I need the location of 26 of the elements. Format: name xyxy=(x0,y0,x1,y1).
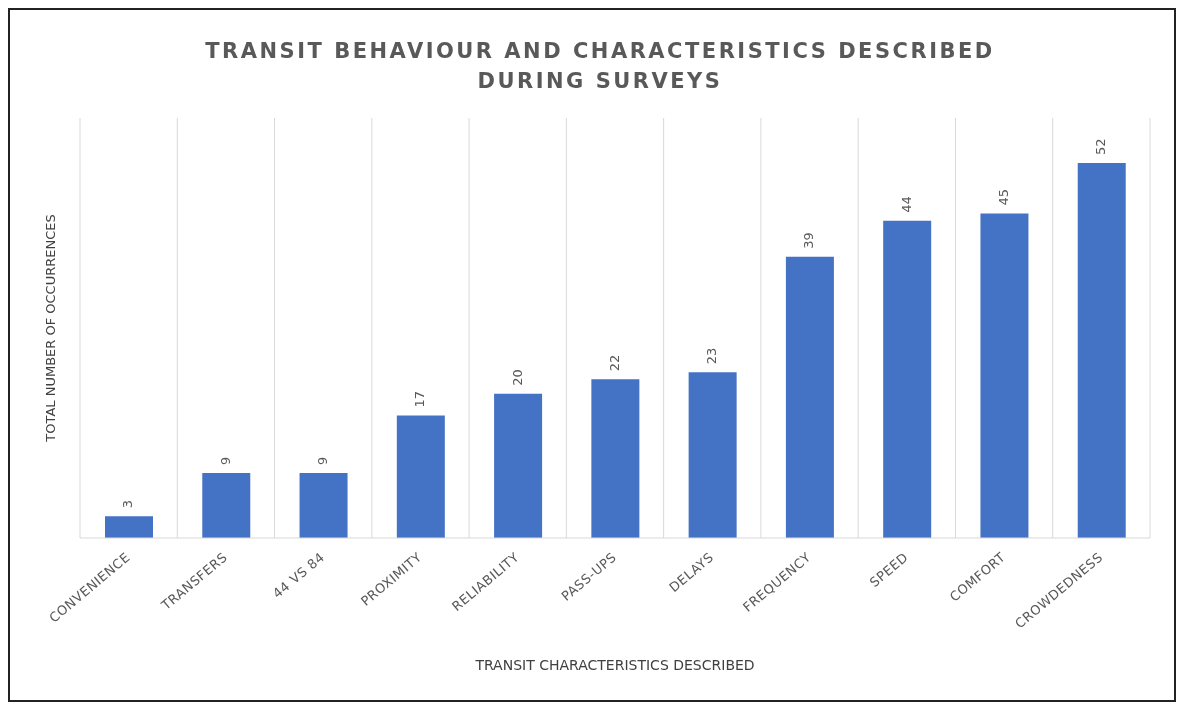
bar xyxy=(494,393,543,538)
bar xyxy=(591,379,640,538)
data-label: 39 xyxy=(801,232,817,249)
bar xyxy=(980,213,1029,538)
data-label: 3 xyxy=(120,500,136,509)
bar xyxy=(688,372,737,538)
data-label: 22 xyxy=(606,354,622,372)
data-label: 9 xyxy=(315,456,331,466)
data-label: 9 xyxy=(217,456,233,466)
bar xyxy=(396,415,445,538)
bar xyxy=(883,220,932,538)
data-label: 52 xyxy=(1093,138,1109,155)
data-label: 44 xyxy=(898,196,914,213)
chart-title: TRANSIT BEHAVIOUR AND CHARACTERISTICS DESCRIBED DURING SURVEYS xyxy=(204,38,996,95)
bar xyxy=(105,516,153,538)
data-label: 17 xyxy=(412,390,428,408)
data-label: 20 xyxy=(509,369,525,386)
bar xyxy=(785,256,834,538)
y-axis-title: TOTAL NUMBER OF OCCURRENCES xyxy=(42,214,58,443)
data-label: 45 xyxy=(995,188,1011,206)
x-axis-title: TRANSIT CHARACTERISTICS DESCRIBED xyxy=(474,657,755,673)
bar xyxy=(202,473,251,538)
bar xyxy=(299,473,348,538)
bar xyxy=(1077,163,1126,538)
x-tick-label: 44 VS 84 xyxy=(269,549,328,602)
data-label: 23 xyxy=(704,347,720,365)
